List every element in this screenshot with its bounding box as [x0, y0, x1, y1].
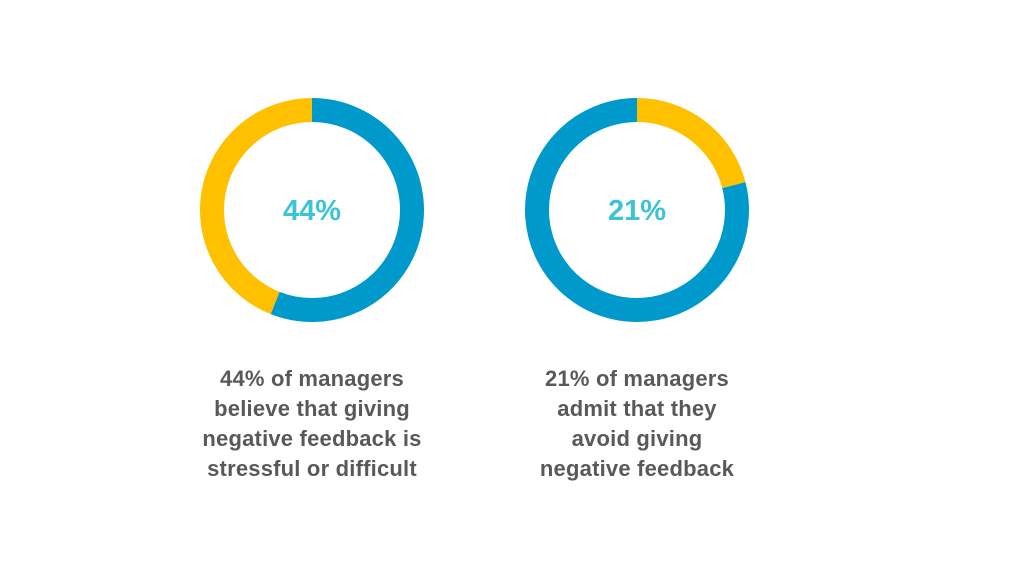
donut-svg-2: 21%: [525, 98, 749, 322]
donut-chart-1: 44% 44% of managers believe that giving …: [152, 0, 472, 568]
donut-slice-highlight: [636, 98, 746, 189]
donut-svg-1: 44%: [200, 98, 424, 322]
donut-caption-1: 44% of managers believe that giving nega…: [202, 366, 422, 481]
donut-center-label: 21%: [608, 195, 666, 227]
donut-slice-remainder: [270, 98, 424, 322]
donut-slice-highlight: [200, 98, 313, 315]
donut-slice-remainder: [525, 98, 749, 322]
donut-caption-2: 21% of managers admit that they avoid gi…: [539, 366, 735, 481]
donut-chart-2: 21% 21% of managers admit that they avoi…: [477, 0, 797, 568]
donut-center-label: 44%: [283, 195, 341, 227]
